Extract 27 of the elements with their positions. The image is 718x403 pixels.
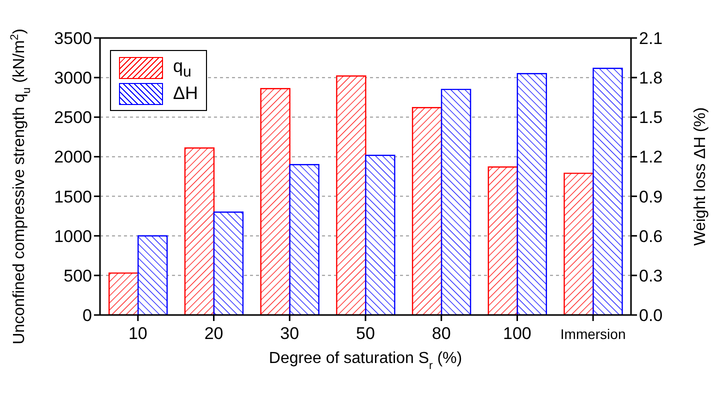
y-tick-label: 500 [64, 266, 92, 286]
y2-tick-label: 0.0 [639, 306, 663, 326]
y-tick-label: 0 [82, 306, 92, 326]
x-tick-label: 80 [432, 324, 451, 343]
legend-label: ΔH [173, 83, 198, 104]
y2-tick-label: 1.5 [639, 108, 663, 128]
y2-tick-label: 0.6 [639, 226, 663, 246]
y-tick-label: 1000 [54, 226, 92, 246]
y2-tick-label: 2.1 [639, 29, 663, 48]
y2-tick-label: 1.2 [639, 148, 663, 167]
y2-tick-label: 0.3 [639, 266, 663, 286]
x-axis-title: Degree of saturation S$_{r}$ (%) [268, 350, 462, 372]
x-tick-label: 30 [280, 324, 300, 343]
y2-tick-label: 0.9 [639, 187, 663, 206]
y-tick-label: 1500 [54, 187, 92, 206]
y2-axis-title: Weight loss ΔH (%) [692, 107, 709, 246]
y2-tick-label: 1.8 [639, 68, 663, 88]
legend-label: q$_{u}$ [173, 56, 192, 81]
x-tick-label: 50 [356, 324, 375, 343]
y-tick-label: 2000 [54, 148, 92, 167]
y-tick-label: 3000 [54, 68, 92, 88]
y-tick-label: 3500 [54, 29, 92, 48]
y-tick-label: 2500 [54, 108, 92, 128]
x-tick-label: 100 [503, 324, 532, 343]
x-tick-label: Immersion [560, 326, 626, 342]
x-tick-label: 20 [204, 324, 224, 343]
x-tick-label: 10 [128, 324, 148, 343]
